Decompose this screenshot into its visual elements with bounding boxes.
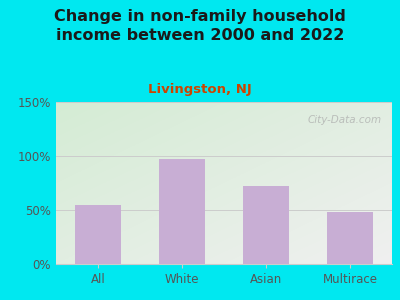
Bar [243, 186, 289, 264]
Bar [159, 159, 205, 264]
Text: City-Data.com: City-Data.com [308, 115, 382, 125]
Text: Livingston, NJ: Livingston, NJ [148, 82, 252, 95]
Bar [327, 212, 373, 264]
Bar [75, 205, 121, 264]
Text: Change in non-family household
income between 2000 and 2022: Change in non-family household income be… [54, 9, 346, 43]
